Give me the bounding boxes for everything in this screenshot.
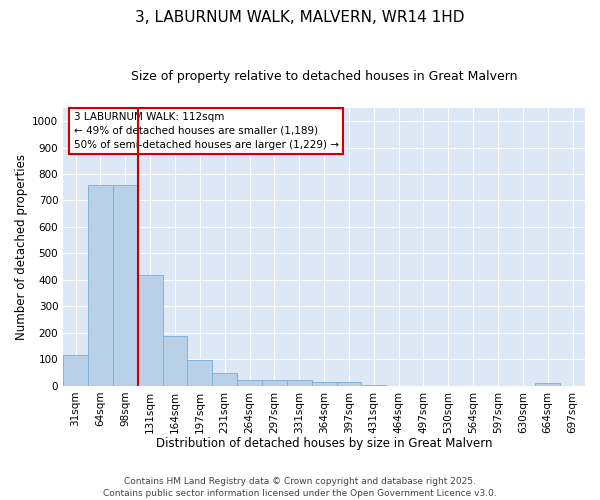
Bar bbox=[138, 274, 163, 386]
Bar bbox=[163, 336, 187, 386]
Bar bbox=[311, 382, 337, 386]
Text: 3, LABURNUM WALK, MALVERN, WR14 1HD: 3, LABURNUM WALK, MALVERN, WR14 1HD bbox=[135, 10, 465, 25]
Text: Contains HM Land Registry data © Crown copyright and database right 2025.
Contai: Contains HM Land Registry data © Crown c… bbox=[103, 476, 497, 498]
X-axis label: Distribution of detached houses by size in Great Malvern: Distribution of detached houses by size … bbox=[156, 437, 493, 450]
Text: 3 LABURNUM WALK: 112sqm
← 49% of detached houses are smaller (1,189)
50% of semi: 3 LABURNUM WALK: 112sqm ← 49% of detache… bbox=[74, 112, 338, 150]
Bar bbox=[262, 380, 287, 386]
Bar bbox=[337, 382, 361, 386]
Y-axis label: Number of detached properties: Number of detached properties bbox=[15, 154, 28, 340]
Bar bbox=[361, 384, 386, 386]
Bar bbox=[88, 186, 113, 386]
Bar bbox=[113, 186, 138, 386]
Title: Size of property relative to detached houses in Great Malvern: Size of property relative to detached ho… bbox=[131, 70, 517, 83]
Bar bbox=[535, 383, 560, 386]
Bar bbox=[287, 380, 311, 386]
Bar bbox=[212, 373, 237, 386]
Bar bbox=[187, 360, 212, 386]
Bar bbox=[63, 355, 88, 386]
Bar bbox=[237, 380, 262, 386]
